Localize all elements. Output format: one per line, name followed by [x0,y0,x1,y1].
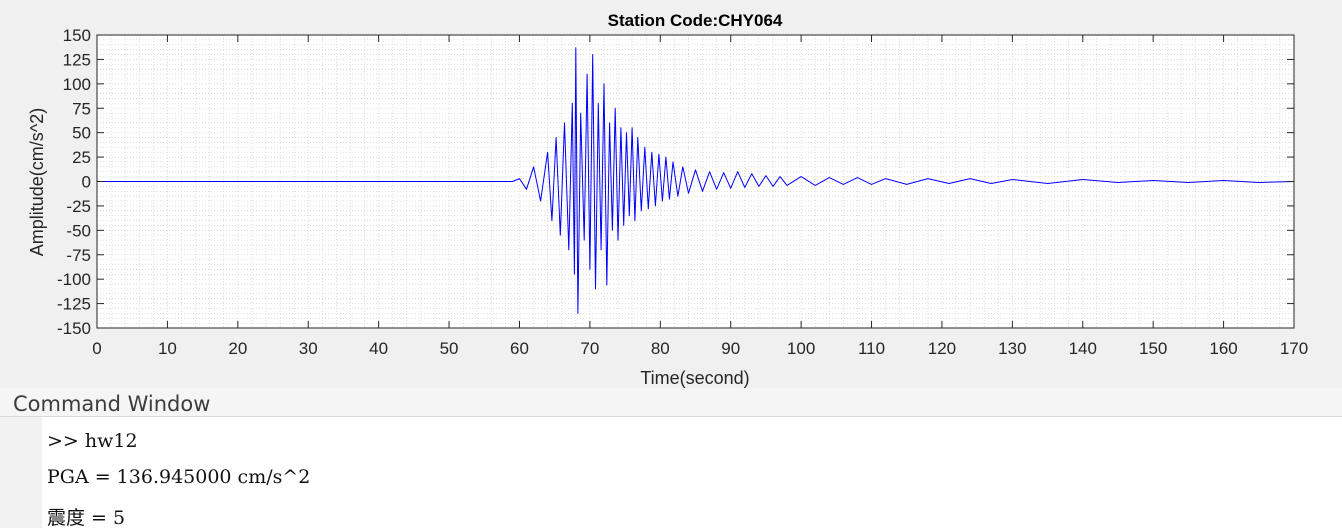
grid [96,34,1295,329]
x-tick-label: 150 [1139,339,1167,358]
y-tick-label: 25 [72,148,91,167]
figure-panel: 0 10 20 30 40 50 60 70 80 90 100 110 120 130 140 150 160… [0,0,1342,389]
x-tick-label: 60 [510,339,529,358]
y-tick-label: -50 [66,221,91,240]
chart-title: Station Code:CHY064 [608,11,783,30]
x-tick-label: 100 [787,339,815,358]
command-window-header [0,388,1342,417]
output-line-pga: PGA = 136.945000 cm/s^2 [47,466,311,488]
x-tick-label: 120 [928,339,956,358]
trace-layer [97,47,1295,314]
y-tick-label: 75 [72,99,91,118]
x-tick-label: 0 [92,339,101,358]
y-tick-label: 100 [63,75,91,94]
y-tick-label: -75 [66,246,91,265]
y-tick-label: 0 [82,173,91,192]
x-tick-label: 30 [299,339,318,358]
x-tick-label: 70 [580,339,599,358]
x-tick-label: 140 [1069,339,1097,358]
output-line-intensity: 震度 = 5 [47,507,126,529]
x-tick-label: 110 [858,339,885,358]
y-tick-label: -125 [57,295,91,314]
y-tick-label: -25 [66,197,91,216]
x-axis-label: Time(second) [640,368,749,388]
command-window-gutter [0,417,42,528]
x-tick-label: 50 [440,339,459,358]
y-tick-label: 150 [63,26,91,45]
x-tick-label: 90 [721,339,740,358]
y-tick-label: 50 [72,124,91,143]
command-line[interactable]: >> hw12 [47,430,138,452]
y-axis-label: Amplitude(cm/s^2) [27,108,47,256]
command-window-title: Command Window [13,392,211,416]
plot: 0 10 20 30 40 50 60 70 80 90 100 110 120 130 140 150 160… [27,11,1308,388]
x-tick-label: 160 [1209,339,1237,358]
ticks: 0 10 20 30 40 50 60 70 80 90 100 110 120 130 140 150 160… [57,26,1308,358]
x-tick-label: 170 [1280,339,1308,358]
x-tick-label: 80 [651,339,670,358]
y-tick-label: -100 [57,270,91,289]
y-tick-label: 125 [63,50,91,69]
x-tick-label: 130 [998,339,1026,358]
x-tick-label: 20 [228,339,247,358]
y-tick-label: -150 [57,319,91,338]
waveform-series [97,47,1295,314]
x-tick-label: 10 [158,339,177,358]
x-tick-label: 40 [369,339,388,358]
